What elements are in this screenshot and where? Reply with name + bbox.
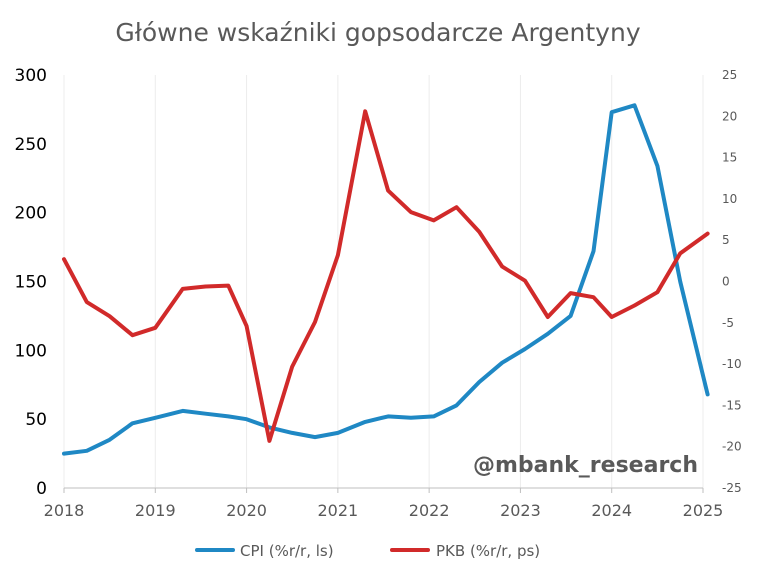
left-y-axis: 0 50 100 150 200 250 300: [15, 66, 47, 499]
series-lines: [62, 103, 710, 456]
watermark-text: @mbank_research: [473, 453, 698, 478]
right-tick-label-5: 5: [722, 233, 730, 247]
right-tick-label-15: 15: [722, 151, 737, 165]
right-tick-label--25: -25: [722, 481, 742, 495]
left-tick-label-50: 50: [25, 410, 47, 430]
legend-label-pkb: PKB (%r/r, ps): [436, 542, 540, 560]
x-tick-label-2021: 2021: [317, 501, 358, 520]
series-line-pkb: [62, 109, 710, 443]
x-tick-label-2025: 2025: [683, 501, 724, 520]
right-tick-label-20: 20: [722, 109, 737, 123]
x-tick-label-2018: 2018: [44, 501, 85, 520]
right-tick-label-10: 10: [722, 192, 737, 206]
right-tick-label--20: -20: [722, 440, 742, 454]
x-axis: 2018 2019 2020 2021 2022 2023 2024 2025: [44, 487, 724, 520]
right-y-axis: -25 -20 -15 -10 -5 0 5 10 15 20 25: [722, 68, 742, 495]
left-tick-label-0: 0: [36, 479, 47, 499]
right-tick-label-0: 0: [722, 275, 730, 289]
chart-title: Główne wskaźniki gopsodarcze Argentyny: [115, 18, 640, 47]
x-tick-label-2022: 2022: [409, 501, 450, 520]
x-tick-label-2023: 2023: [500, 501, 541, 520]
x-tick-label-2020: 2020: [226, 501, 267, 520]
right-tick-label--5: -5: [722, 316, 734, 330]
x-tick-label-2024: 2024: [591, 501, 632, 520]
legend: CPI (%r/r, ls) PKB (%r/r, ps): [195, 542, 540, 560]
vertical-gridlines: [63, 75, 704, 488]
right-tick-label--10: -10: [722, 357, 742, 371]
series-line-cpi: [62, 103, 710, 456]
left-tick-label-300: 300: [15, 66, 47, 86]
left-tick-label-250: 250: [15, 135, 47, 155]
right-tick-label--15: -15: [722, 398, 742, 412]
left-tick-label-150: 150: [15, 273, 47, 293]
left-tick-label-200: 200: [15, 204, 47, 224]
left-tick-label-100: 100: [15, 341, 47, 361]
right-tick-label-25: 25: [722, 68, 737, 82]
x-tick-label-2019: 2019: [135, 501, 176, 520]
legend-label-cpi: CPI (%r/r, ls): [240, 542, 334, 560]
